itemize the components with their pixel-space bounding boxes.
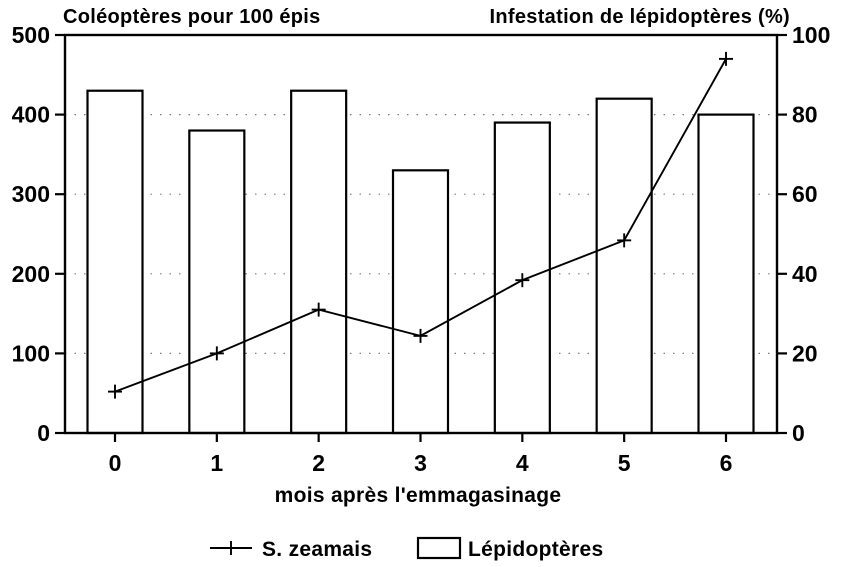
bar-month-6 <box>697 113 755 435</box>
x-axis-tick-label: 4 <box>516 450 529 476</box>
right-axis-tick-label: 60 <box>792 181 818 207</box>
legend-bar-sample-icon <box>416 536 462 560</box>
right-axis-tick-label: 20 <box>792 340 818 366</box>
bar-month-1 <box>188 129 246 435</box>
x-axis-tick-label: 5 <box>618 450 631 476</box>
left-axis-title: Coléoptères pour 100 épis <box>63 6 321 28</box>
bar-month-0 <box>86 89 144 435</box>
x-axis-tick-label: 6 <box>720 450 733 476</box>
legend-label-zeamais: S. zeamais <box>262 538 372 561</box>
legend-label-lepidopteres: Lépidoptères <box>468 538 603 561</box>
left-axis-tick-label: 500 <box>12 22 50 48</box>
x-axis-tick-label: 1 <box>210 450 223 476</box>
left-axis-tick-label: 0 <box>37 420 50 446</box>
legend: S. zeamais Lépidoptères <box>210 536 603 561</box>
left-axis-tick-label: 200 <box>12 261 50 287</box>
right-axis-tick-label: 100 <box>792 22 830 48</box>
bar-month-2 <box>290 89 348 435</box>
plot-area: 0 100 200 300 400 500 0 20 40 60 80 100 0 1 2 3 4 5 6 <box>12 22 831 476</box>
left-axis-tick-label: 400 <box>12 102 50 128</box>
x-axis-tick-label: 2 <box>312 450 325 476</box>
x-axis-tick-label: 3 <box>414 450 427 476</box>
right-axis-tick-label: 80 <box>792 102 818 128</box>
left-axis-tick-label: 100 <box>12 340 50 366</box>
right-axis-title: Infestation de lépidoptères (%) <box>490 6 790 28</box>
bar-month-3 <box>391 169 450 435</box>
left-axis-tick-label: 300 <box>12 181 50 207</box>
right-axis-tick-label: 40 <box>792 261 818 287</box>
bar-month-5 <box>595 97 653 435</box>
right-axis-tick-label: 0 <box>792 420 805 446</box>
x-axis-tick-label: 0 <box>109 450 122 476</box>
x-axis-label: mois après l'emmagasinage <box>275 484 562 507</box>
